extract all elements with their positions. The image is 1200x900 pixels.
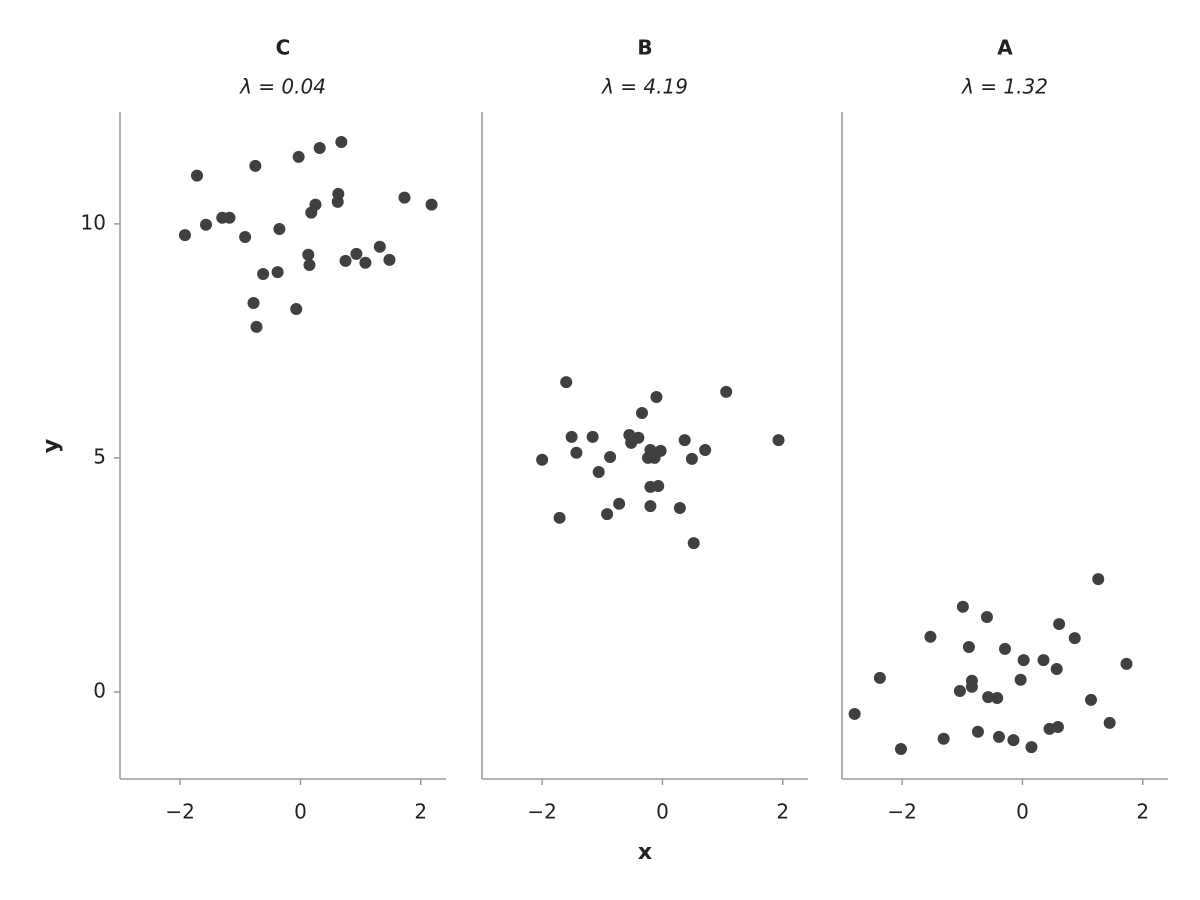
point	[644, 500, 657, 513]
point	[965, 680, 978, 693]
x-tick-label: 0	[1016, 800, 1029, 824]
point	[924, 630, 937, 643]
point	[613, 497, 626, 510]
point	[1017, 654, 1030, 667]
point	[292, 150, 305, 163]
facet-title: B	[637, 36, 652, 60]
y-axis-label: y	[39, 439, 64, 453]
y-tick-label: 10	[81, 210, 106, 234]
point	[250, 320, 263, 333]
point	[1092, 573, 1105, 586]
point	[1068, 632, 1081, 645]
point	[772, 434, 785, 447]
x-tick-label: 2	[1136, 800, 1149, 824]
point	[937, 732, 950, 745]
point	[592, 465, 605, 478]
point	[200, 218, 213, 231]
point	[257, 267, 270, 280]
point	[873, 671, 886, 684]
y-tick-label: 5	[93, 444, 106, 468]
point	[992, 730, 1005, 743]
point	[359, 256, 372, 269]
point	[632, 431, 645, 444]
point	[720, 385, 733, 398]
point	[635, 406, 648, 419]
x-tick-label: −2	[527, 800, 556, 824]
point	[536, 453, 549, 466]
facet-subtitle: λ = 0.04	[239, 75, 326, 99]
point	[249, 159, 262, 172]
point	[999, 642, 1011, 655]
point	[604, 450, 617, 463]
x-tick-label: −2	[165, 800, 194, 824]
x-tick-label: −2	[887, 800, 916, 824]
x-tick-label: 0	[294, 800, 307, 824]
point	[894, 743, 907, 756]
point	[247, 296, 260, 309]
point	[239, 230, 252, 243]
point	[350, 247, 363, 260]
facet-subtitle: λ = 4.19	[601, 75, 688, 99]
point	[687, 537, 700, 550]
x-axis-label: x	[638, 840, 652, 865]
point	[971, 725, 984, 738]
point	[313, 142, 326, 155]
point	[1103, 716, 1116, 729]
x-tick-label: 0	[656, 800, 669, 824]
point	[962, 641, 975, 654]
point	[699, 443, 712, 456]
point	[190, 169, 203, 182]
point	[570, 446, 583, 459]
point	[848, 707, 861, 720]
point	[673, 501, 686, 514]
point	[1014, 673, 1027, 686]
point	[425, 198, 438, 211]
point	[383, 253, 396, 266]
y-tick-label: 0	[93, 678, 106, 702]
point	[586, 430, 599, 443]
point	[332, 187, 345, 200]
point	[1120, 657, 1133, 670]
point	[273, 223, 286, 236]
point	[982, 691, 995, 704]
point	[652, 479, 665, 492]
point	[956, 600, 969, 613]
point	[1037, 654, 1050, 667]
point	[553, 511, 566, 524]
point	[654, 444, 667, 457]
point	[290, 303, 303, 316]
point	[980, 611, 993, 624]
point	[271, 266, 284, 279]
point	[953, 685, 966, 698]
point	[309, 198, 322, 211]
x-tick-label: 2	[776, 800, 789, 824]
point	[1007, 734, 1020, 747]
point	[685, 452, 698, 465]
point	[1050, 663, 1063, 676]
point	[560, 376, 573, 389]
point	[339, 254, 352, 267]
point	[991, 692, 1004, 705]
point	[178, 229, 191, 242]
x-tick-label: 2	[414, 800, 427, 824]
point	[1085, 693, 1098, 706]
point	[335, 135, 348, 148]
point	[373, 240, 386, 253]
point	[1025, 741, 1038, 754]
facet-title: A	[997, 36, 1013, 60]
point	[398, 191, 411, 204]
point	[650, 391, 663, 404]
point	[678, 434, 691, 447]
point	[223, 211, 236, 224]
point	[565, 430, 578, 443]
point	[1051, 721, 1064, 734]
point	[1053, 618, 1066, 631]
facet-title: C	[276, 36, 291, 60]
facet-subtitle: λ = 1.32	[961, 75, 1048, 99]
point	[601, 508, 614, 521]
point	[302, 248, 315, 261]
point	[303, 259, 316, 272]
